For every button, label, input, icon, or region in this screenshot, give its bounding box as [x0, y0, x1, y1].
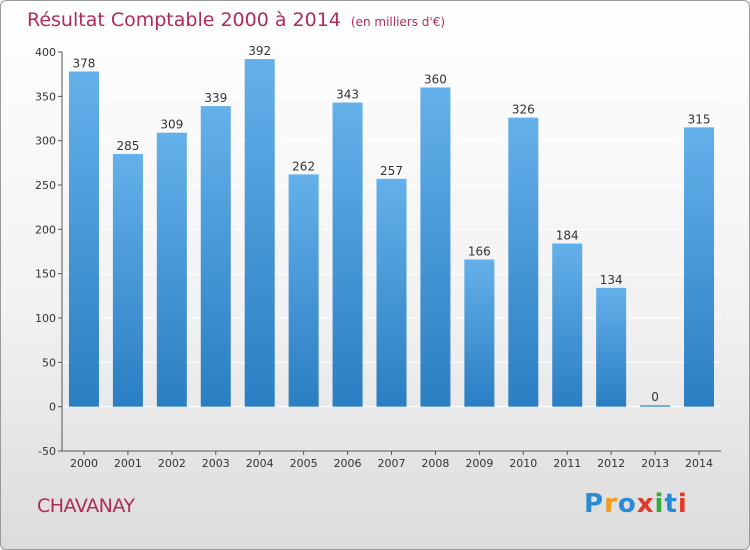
- y-tick-label: 100: [35, 312, 56, 325]
- y-tick-label: 200: [35, 223, 56, 236]
- y-tick-label: 150: [35, 268, 56, 281]
- bar-2010: [508, 117, 539, 407]
- logo-letter: o: [617, 489, 637, 519]
- data-label: 392: [248, 44, 271, 58]
- data-label: 339: [204, 91, 227, 105]
- data-label: 343: [336, 88, 359, 102]
- x-tick-label: 2000: [70, 457, 98, 470]
- x-tick-label: 2011: [553, 457, 581, 470]
- logo-letter: i: [677, 489, 688, 519]
- bar-2014: [684, 127, 715, 407]
- bar-2011: [552, 243, 583, 407]
- data-label: 262: [292, 159, 315, 173]
- y-tick-label: 250: [35, 179, 56, 192]
- y-tick-label: 0: [49, 401, 56, 414]
- chart-title: Résultat Comptable 2000 à 2014 (en millie…: [27, 9, 445, 31]
- data-label: 285: [116, 139, 139, 153]
- x-tick-label: 2001: [114, 457, 142, 470]
- bar-2002: [156, 132, 187, 407]
- bar-2008: [420, 87, 451, 407]
- place-name: CHAVANAY: [37, 495, 135, 517]
- logo-letter: t: [664, 489, 678, 519]
- data-label: 0: [651, 390, 659, 404]
- bar-2012: [596, 287, 627, 407]
- data-label: 326: [512, 103, 535, 117]
- data-label: 257: [380, 164, 403, 178]
- data-label: 166: [468, 244, 491, 258]
- x-tick-label: 2009: [465, 457, 493, 470]
- x-tick-label: 2002: [158, 457, 186, 470]
- x-tick-label: 2004: [246, 457, 274, 470]
- data-label: 315: [688, 112, 711, 126]
- logo-letter: x: [636, 489, 655, 519]
- title-text: Résultat Comptable 2000 à 2014: [27, 9, 341, 31]
- x-tick-label: 2012: [597, 457, 625, 470]
- logo-letter: P: [584, 489, 605, 519]
- bar-2003: [200, 106, 231, 407]
- proxiti-logo: Proxiti: [584, 489, 688, 519]
- data-label: 184: [556, 229, 579, 243]
- logo-letter: r: [604, 489, 618, 519]
- bar-2001: [112, 153, 143, 407]
- y-tick-label: 50: [42, 356, 56, 369]
- x-tick-label: 2010: [509, 457, 537, 470]
- data-label: 134: [600, 273, 623, 287]
- data-label: 378: [73, 57, 96, 71]
- bar-2004: [244, 59, 275, 407]
- y-tick-label: 300: [35, 135, 56, 148]
- x-tick-label: 2007: [378, 457, 406, 470]
- bar-2006: [332, 102, 363, 407]
- logo-letter: i: [654, 489, 665, 519]
- x-tick-label: 2013: [641, 457, 669, 470]
- chart-subtitle: (en milliers d'€): [350, 15, 446, 29]
- y-tick-label: -50: [38, 445, 56, 458]
- bar-2007: [376, 178, 407, 407]
- data-label: 309: [160, 118, 183, 132]
- bar-2013: [640, 405, 671, 407]
- x-tick-label: 2006: [334, 457, 362, 470]
- x-tick-label: 2003: [202, 457, 230, 470]
- y-tick-label: 350: [35, 90, 56, 103]
- x-tick-label: 2008: [421, 457, 449, 470]
- bar-2000: [68, 71, 99, 407]
- x-tick-label: 2005: [290, 457, 318, 470]
- bar-2009: [464, 259, 495, 407]
- data-label: 360: [424, 72, 447, 86]
- bar-2005: [288, 174, 319, 407]
- x-tick-label: 2014: [685, 457, 713, 470]
- y-tick-label: 400: [35, 46, 56, 59]
